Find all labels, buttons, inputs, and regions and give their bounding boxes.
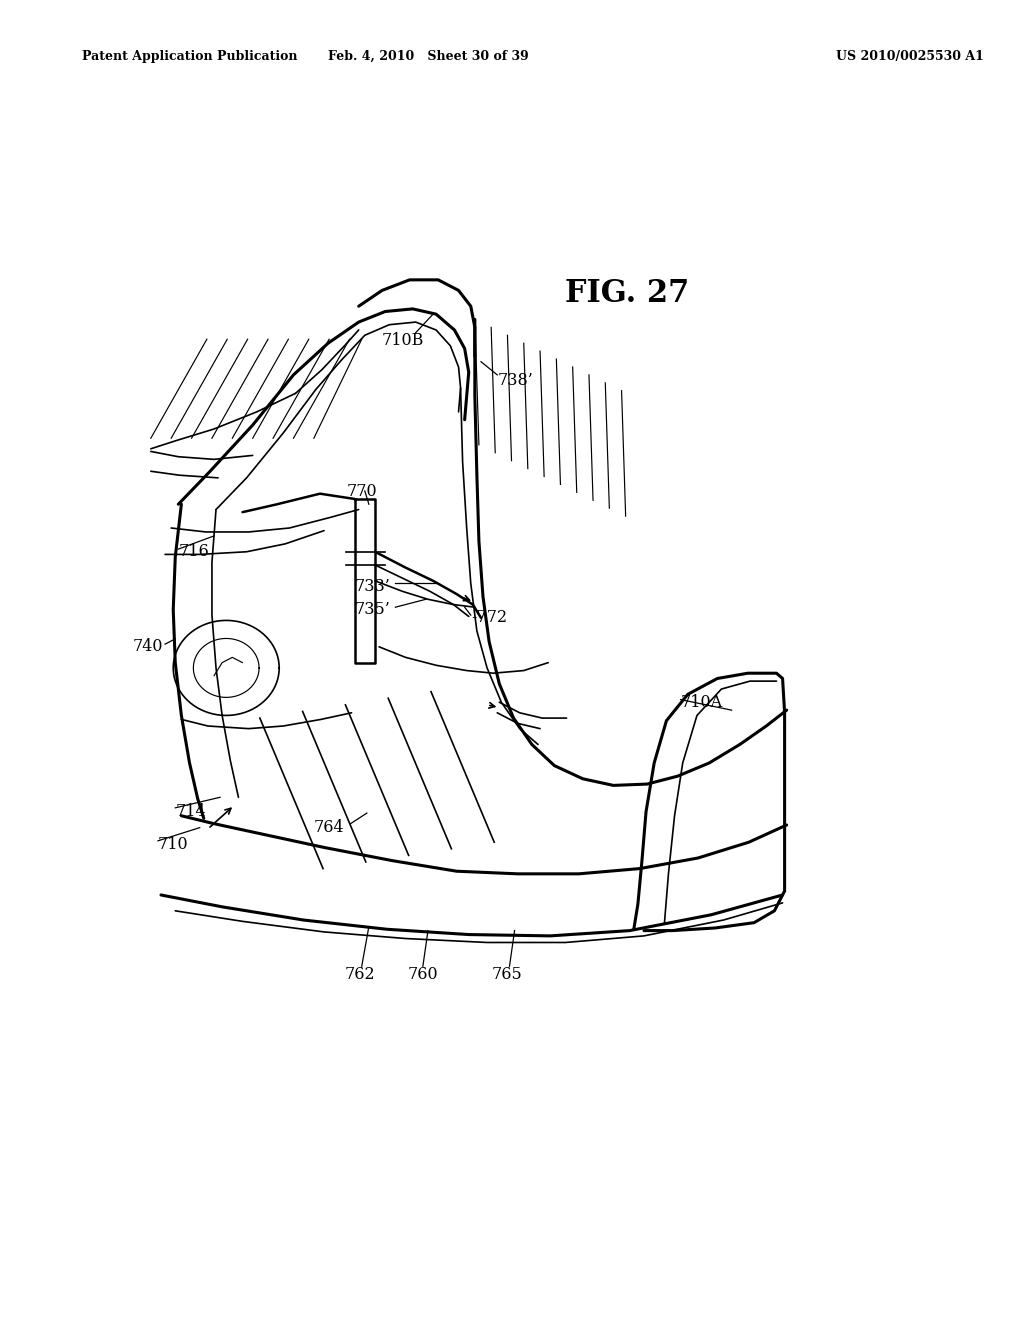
Text: 710: 710 — [158, 837, 188, 853]
Text: 735’: 735’ — [354, 602, 390, 618]
Text: 770: 770 — [346, 483, 377, 499]
Text: 764: 764 — [313, 820, 344, 836]
Text: 738’: 738’ — [498, 372, 534, 388]
Text: Feb. 4, 2010   Sheet 30 of 39: Feb. 4, 2010 Sheet 30 of 39 — [328, 50, 528, 63]
Text: 733’: 733’ — [354, 578, 390, 594]
Text: 740: 740 — [132, 639, 163, 655]
Text: 716: 716 — [178, 544, 209, 560]
Text: -772: -772 — [471, 610, 507, 626]
Text: 765: 765 — [492, 966, 522, 982]
Text: US 2010/0025530 A1: US 2010/0025530 A1 — [836, 50, 983, 63]
Text: 760: 760 — [408, 966, 438, 982]
Text: 710A: 710A — [681, 694, 723, 710]
Text: FIG. 27: FIG. 27 — [564, 277, 689, 309]
Text: Patent Application Publication: Patent Application Publication — [82, 50, 297, 63]
Text: 762: 762 — [344, 966, 375, 982]
Text: 710B: 710B — [382, 333, 425, 348]
Text: 714: 714 — [175, 804, 206, 820]
